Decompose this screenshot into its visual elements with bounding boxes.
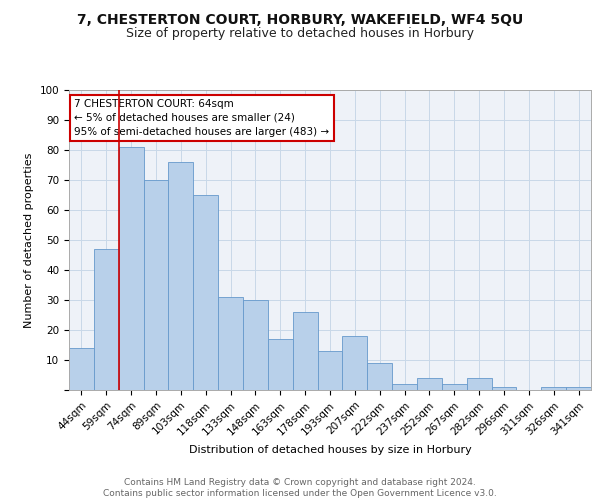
Bar [94, 249, 119, 390]
Bar [392, 384, 417, 390]
Bar [367, 363, 392, 390]
Bar [317, 351, 343, 390]
Bar [293, 312, 317, 390]
Bar [193, 195, 218, 390]
Bar [218, 297, 243, 390]
Bar [268, 339, 293, 390]
Bar [69, 348, 94, 390]
Bar [143, 180, 169, 390]
Bar [417, 378, 442, 390]
Bar [541, 387, 566, 390]
Bar [119, 147, 143, 390]
Bar [467, 378, 491, 390]
Text: 7 CHESTERTON COURT: 64sqm
← 5% of detached houses are smaller (24)
95% of semi-d: 7 CHESTERTON COURT: 64sqm ← 5% of detach… [74, 99, 329, 137]
Bar [343, 336, 367, 390]
Bar [491, 387, 517, 390]
Bar [169, 162, 193, 390]
Bar [243, 300, 268, 390]
Text: Size of property relative to detached houses in Horbury: Size of property relative to detached ho… [126, 28, 474, 40]
X-axis label: Distribution of detached houses by size in Horbury: Distribution of detached houses by size … [188, 445, 472, 455]
Text: Contains HM Land Registry data © Crown copyright and database right 2024.
Contai: Contains HM Land Registry data © Crown c… [103, 478, 497, 498]
Y-axis label: Number of detached properties: Number of detached properties [24, 152, 34, 328]
Bar [566, 387, 591, 390]
Text: 7, CHESTERTON COURT, HORBURY, WAKEFIELD, WF4 5QU: 7, CHESTERTON COURT, HORBURY, WAKEFIELD,… [77, 12, 523, 26]
Bar [442, 384, 467, 390]
